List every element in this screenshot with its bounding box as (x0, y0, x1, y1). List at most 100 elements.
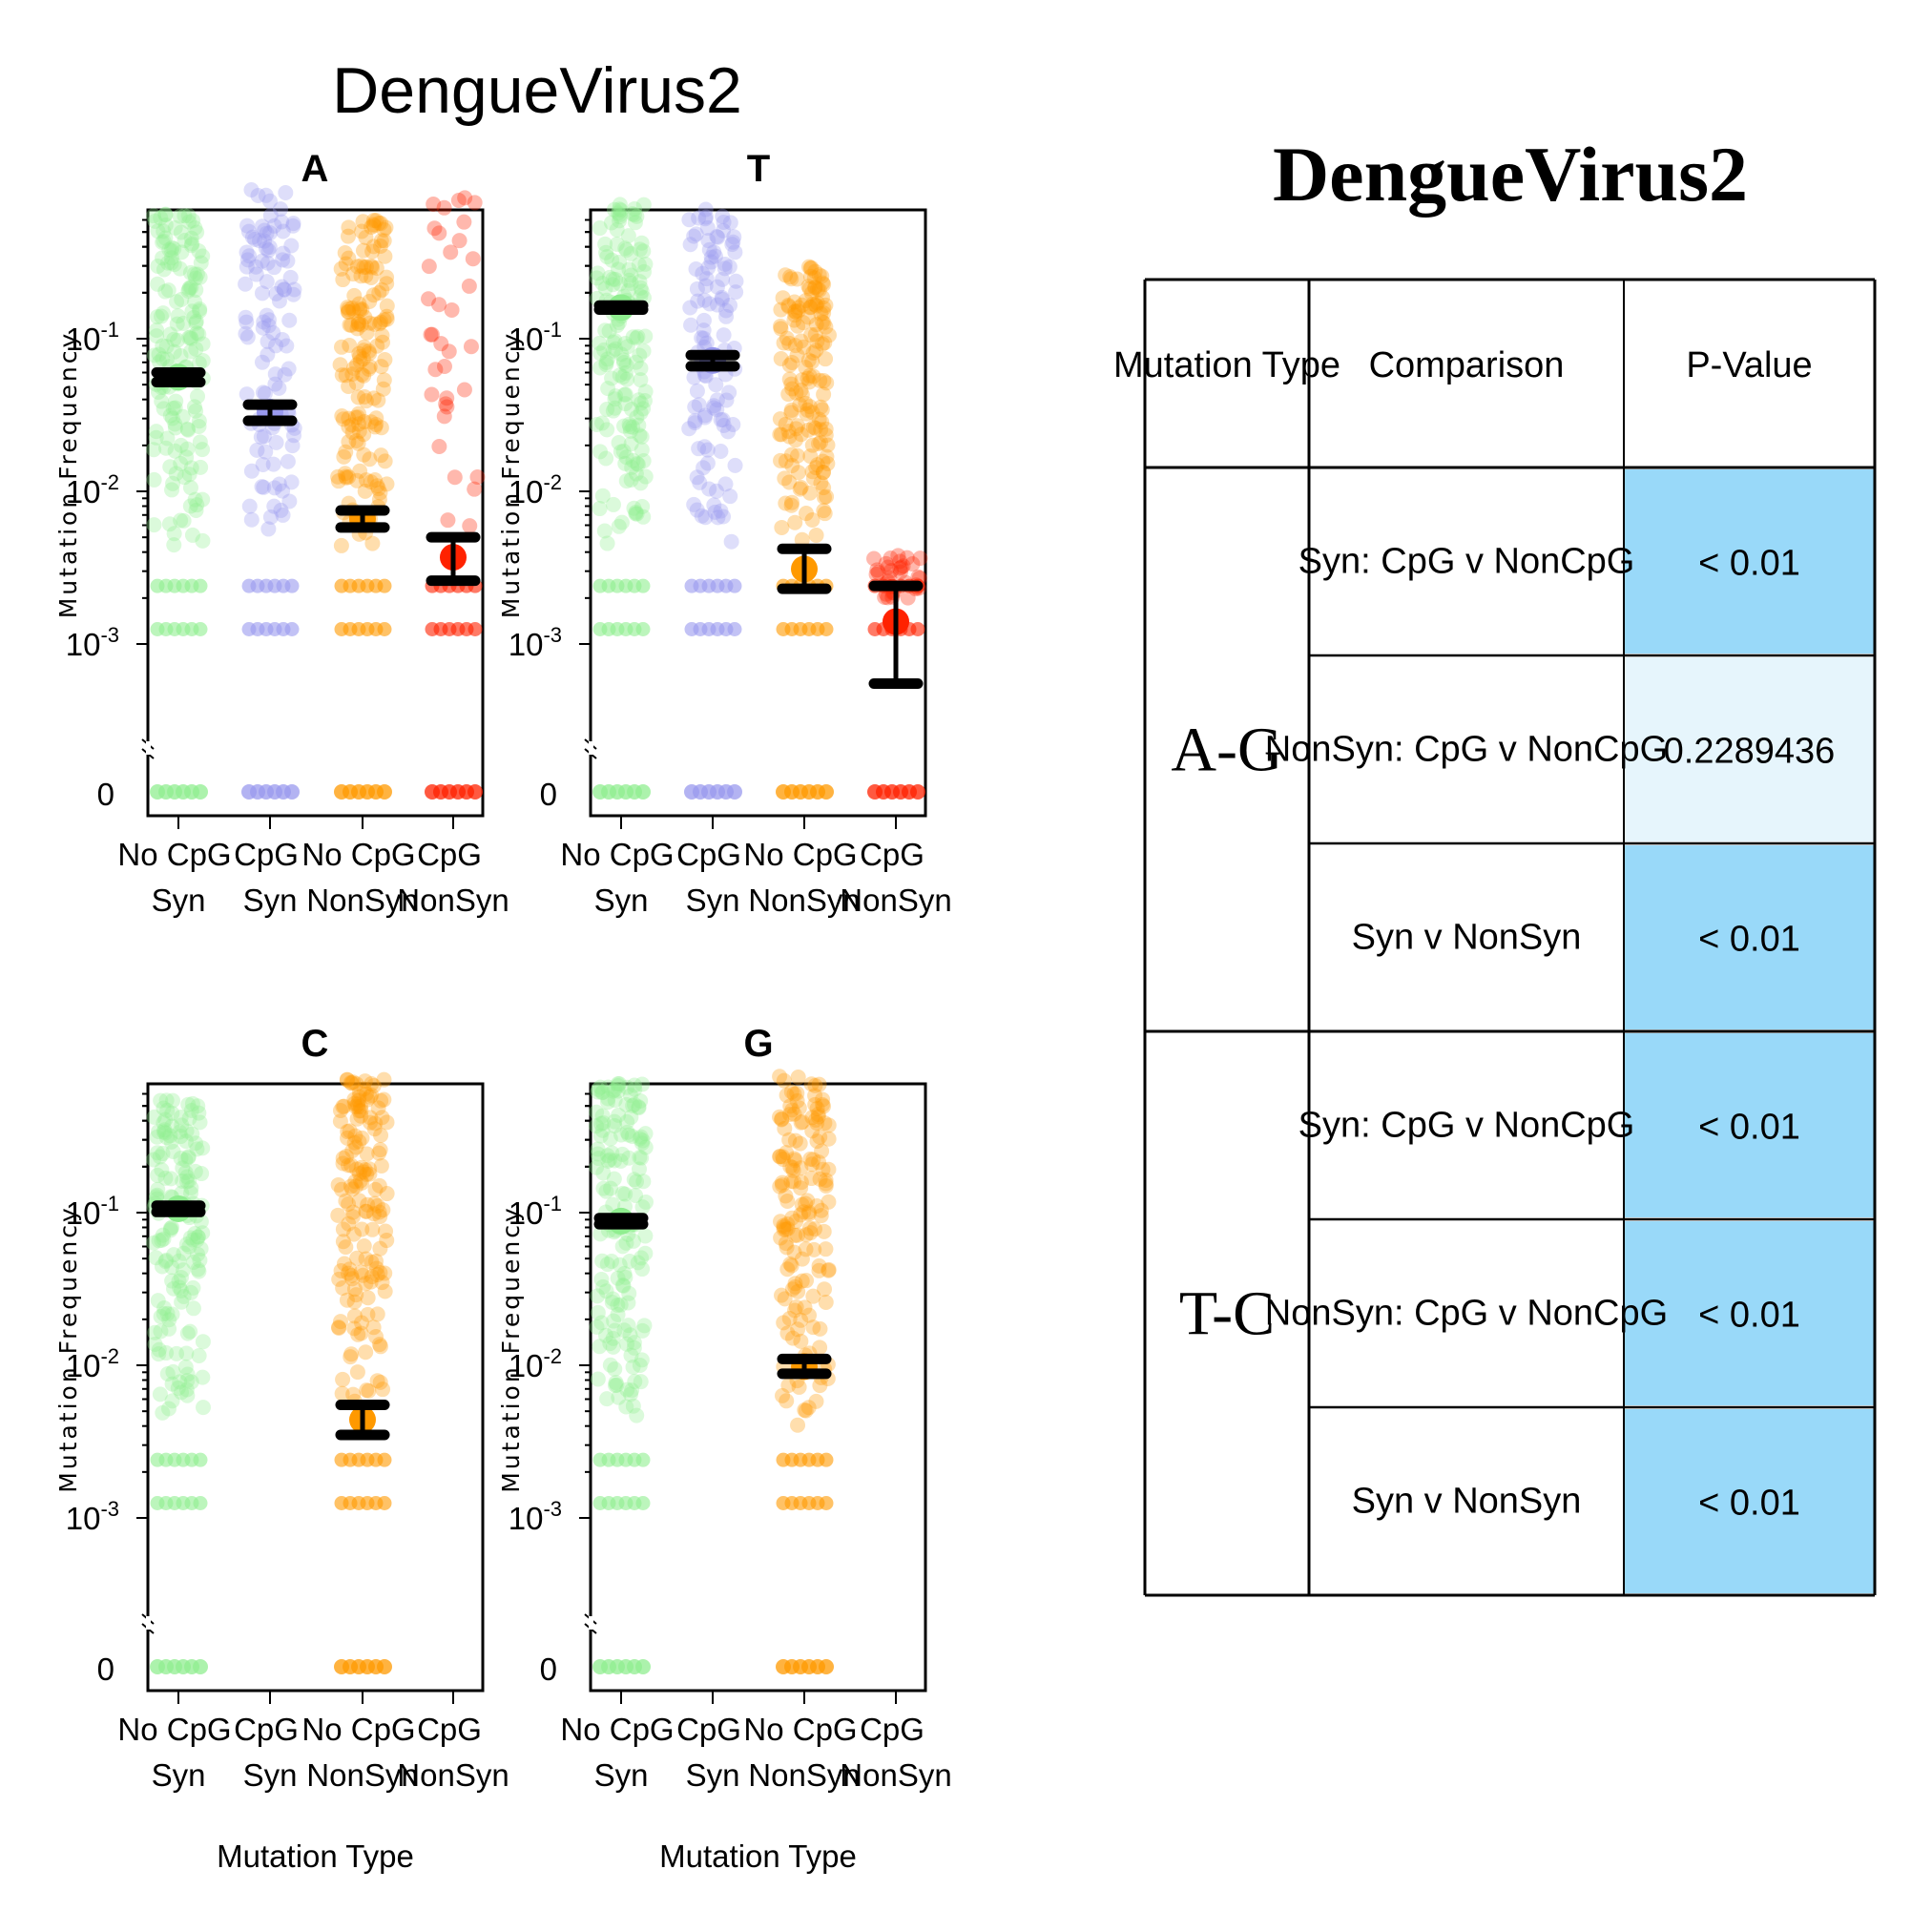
data-point (186, 309, 202, 325)
data-point (341, 1195, 357, 1212)
data-point (790, 1070, 806, 1086)
data-point (805, 368, 821, 384)
data-point (179, 1169, 196, 1185)
data-point (787, 307, 803, 323)
data-point (191, 243, 207, 260)
data-point (608, 1375, 624, 1391)
data-point (161, 516, 177, 532)
data-point (605, 271, 621, 287)
pvalue-cell-bg (1624, 469, 1875, 654)
data-point (806, 270, 822, 286)
data-point (637, 384, 654, 400)
data-point (614, 1185, 631, 1201)
data-point (776, 1221, 792, 1237)
data-point (342, 1123, 358, 1139)
data-point (613, 1127, 630, 1143)
data-point (621, 261, 637, 278)
data-point (156, 1114, 172, 1131)
data-point (262, 207, 279, 223)
data-point (803, 285, 820, 301)
data-point (343, 1075, 360, 1091)
data-point (176, 512, 192, 529)
data-point (709, 392, 725, 408)
data-point (363, 1274, 379, 1290)
data-point (594, 1108, 611, 1124)
data-point (333, 1262, 349, 1278)
data-point (179, 1373, 196, 1389)
data-point (341, 419, 357, 435)
data-point (426, 197, 442, 213)
data-point (243, 511, 260, 528)
data-point (791, 1100, 807, 1116)
data-point (802, 1225, 819, 1241)
data-point (332, 1314, 348, 1330)
panel-title: A (301, 148, 329, 190)
data-point (349, 259, 365, 275)
data-point (808, 1393, 824, 1409)
data-point (262, 225, 279, 241)
x-category-label-line1: CpG (676, 1712, 741, 1747)
data-point (341, 301, 357, 318)
data-point (149, 322, 165, 339)
data-point (813, 1202, 829, 1218)
data-point (634, 283, 650, 300)
data-point (369, 1197, 385, 1214)
data-point (596, 342, 613, 358)
x-category-label-line1: No CpG (560, 837, 674, 872)
data-point (170, 1380, 186, 1396)
data-point (681, 212, 697, 228)
data-point (809, 1198, 825, 1215)
data-point-band (635, 621, 651, 636)
y-tick-base: 10 (66, 1348, 101, 1383)
data-point (816, 315, 832, 331)
data-point (792, 397, 808, 413)
data-point (802, 300, 819, 316)
data-point (631, 257, 647, 273)
data-point (176, 1262, 192, 1278)
data-point (597, 280, 613, 297)
data-point (628, 466, 644, 482)
data-point (436, 359, 452, 375)
data-point (371, 284, 387, 301)
data-point (611, 205, 627, 221)
data-point (462, 518, 478, 534)
data-point (362, 1161, 378, 1177)
data-point (259, 225, 275, 241)
y-tick-label: 10-2 (509, 1344, 562, 1383)
y-tick-label: 10-1 (509, 318, 562, 357)
data-point (589, 417, 605, 433)
data-point (819, 488, 835, 505)
x-category-label-line2: NonSyn (840, 883, 951, 918)
data-point (622, 1088, 638, 1104)
data-point (716, 327, 732, 343)
data-point (625, 329, 641, 345)
data-point (689, 469, 705, 486)
data-point (811, 1076, 827, 1092)
data-point (358, 393, 374, 409)
data-point (804, 511, 821, 528)
x-category-label-line1: CpG (860, 1712, 924, 1747)
data-point (275, 507, 291, 523)
data-point (803, 327, 820, 343)
series-cpg-nonsyn (421, 190, 486, 800)
data-point (176, 315, 192, 331)
data-point (624, 1382, 640, 1399)
data-point (783, 376, 800, 392)
data-point (372, 1240, 388, 1257)
data-point (792, 481, 808, 497)
data-point (807, 297, 823, 313)
data-point (347, 1098, 364, 1114)
data-point (156, 261, 172, 278)
data-point (369, 1267, 385, 1283)
data-point (781, 1106, 798, 1122)
data-point (689, 502, 705, 518)
data-point (681, 421, 697, 437)
data-point (786, 1086, 802, 1102)
data-point (357, 1162, 373, 1178)
data-point (158, 1345, 175, 1361)
data-point (150, 276, 166, 292)
data-point (149, 1145, 165, 1161)
data-point (379, 269, 395, 285)
